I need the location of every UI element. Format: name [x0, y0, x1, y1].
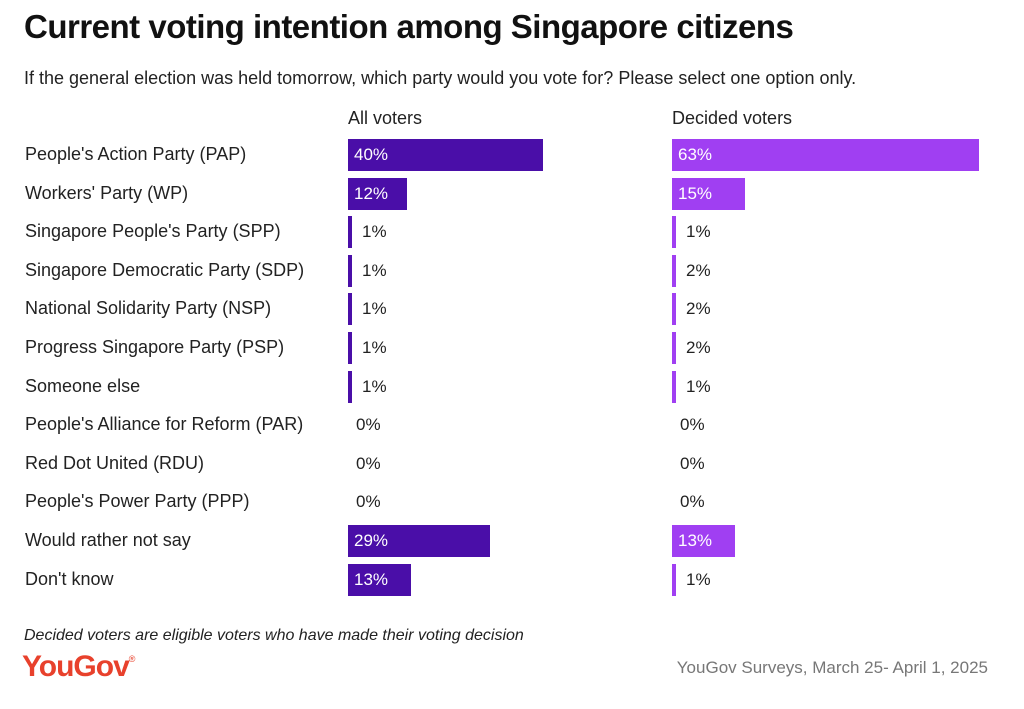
data-label: 40% [354, 145, 389, 164]
data-label: 0% [680, 492, 705, 512]
bar-all-voters [348, 525, 490, 557]
bar-decided-voters [672, 177, 746, 210]
bar-decided-voters [672, 525, 736, 557]
data-label: 1% [362, 260, 387, 280]
bar-all-voters [348, 563, 412, 596]
bar-decided-voters [672, 293, 676, 326]
category-label: Would rather not say [25, 530, 191, 550]
bar-all-voters [348, 293, 352, 326]
data-label: 63% [678, 145, 713, 164]
category-label: Singapore People's Party (SPP) [25, 221, 281, 242]
data-label: 1% [686, 376, 711, 396]
bar-decided-voters [672, 216, 676, 249]
category-label: People's Action Party (PAP) [25, 144, 247, 164]
bar-all-voters [348, 332, 352, 364]
data-label: 1% [362, 338, 387, 357]
data-label: 13% [678, 531, 713, 550]
category-label: Red Dot United (RDU) [25, 452, 205, 473]
data-label: 15% [678, 183, 713, 203]
column-header-all-voters: All voters [348, 108, 423, 128]
bar-decided-voters [672, 139, 980, 171]
category-label: National Solidarity Party (NSP) [25, 298, 272, 319]
source-text: YouGov Surveys, March 25- April 1, 2025 [676, 658, 988, 677]
bar-all-voters [348, 216, 352, 249]
category-label: Singapore Democratic Party (SDP) [25, 259, 305, 280]
data-label: 12% [354, 183, 389, 203]
category-label: Progress Singapore Party (PSP) [25, 337, 285, 357]
bar-all-voters [348, 370, 352, 403]
chart-title: Current voting intention among Singapore… [24, 8, 794, 45]
bar-decided-voters [672, 563, 676, 596]
chart-subtitle: If the general election was held tomorro… [24, 68, 857, 88]
category-label: Don't know [25, 568, 114, 589]
yougov-logo: YouGov® [22, 650, 136, 683]
category-label: Someone else [25, 375, 141, 396]
bar-all-voters [348, 254, 352, 287]
data-label: 0% [356, 492, 381, 512]
data-label: 13% [354, 569, 389, 589]
data-label: 0% [356, 415, 381, 435]
category-label: People's Alliance for Reform (PAR) [25, 414, 304, 435]
data-label: 1% [362, 222, 387, 242]
data-label: 0% [680, 415, 705, 435]
data-label: 0% [356, 453, 381, 473]
data-label: 2% [686, 260, 711, 280]
bar-decided-voters [672, 332, 676, 364]
data-label: 29% [354, 531, 389, 550]
data-label: 1% [362, 299, 387, 319]
data-label: 2% [686, 299, 711, 319]
column-header-decided-voters: Decided voters [672, 108, 793, 128]
bar-decided-voters [672, 254, 676, 287]
data-label: 1% [686, 569, 711, 589]
data-label: 1% [686, 222, 711, 242]
bar-decided-voters [672, 370, 676, 403]
data-label: 1% [362, 376, 387, 396]
data-label: 0% [680, 453, 705, 473]
data-label: 2% [686, 338, 711, 357]
bar-all-voters [348, 177, 407, 210]
bar-all-voters [348, 139, 544, 171]
footnote: Decided voters are eligible voters who h… [24, 627, 524, 644]
category-label: People's Power Party (PPP) [25, 491, 250, 512]
category-label: Workers' Party (WP) [25, 182, 189, 203]
